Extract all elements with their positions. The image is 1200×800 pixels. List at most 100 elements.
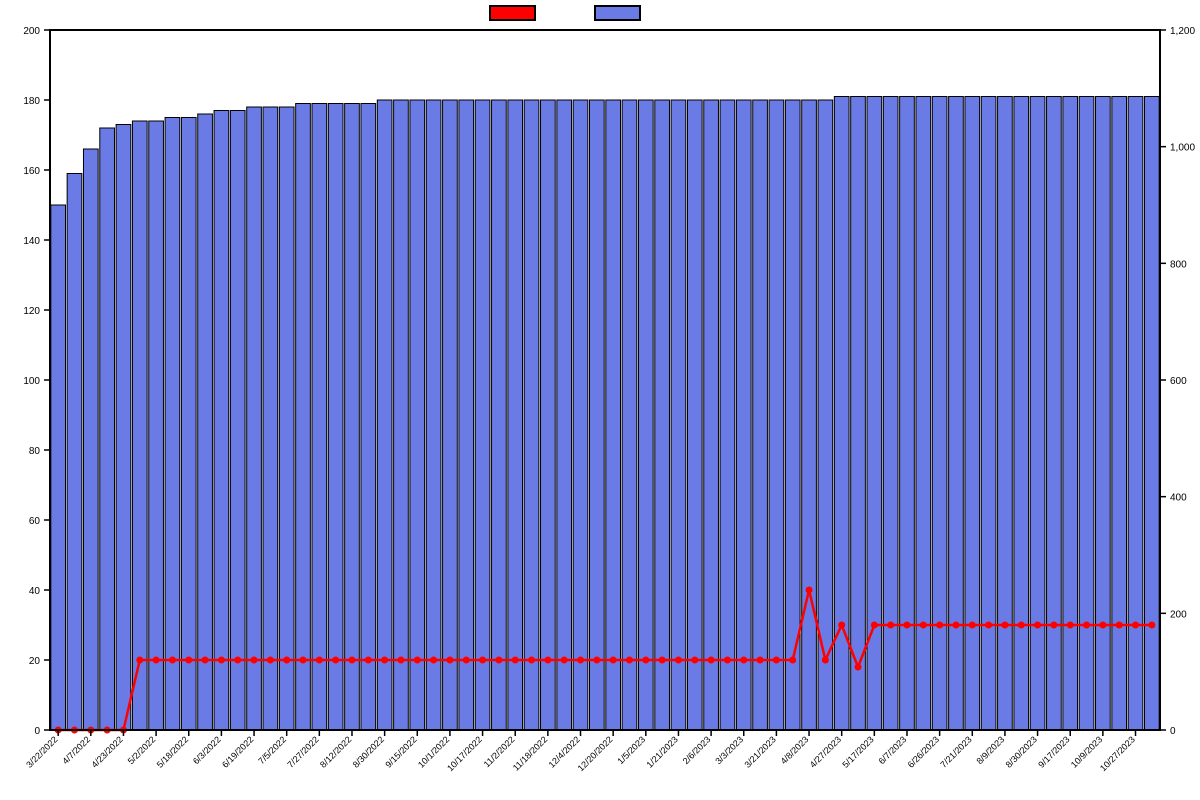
line-marker — [561, 657, 568, 664]
line-marker — [887, 622, 894, 629]
line-marker — [430, 657, 437, 664]
line-marker — [479, 657, 486, 664]
bar — [263, 107, 278, 730]
bar — [687, 100, 702, 730]
line-marker — [724, 657, 731, 664]
right-axis-tick-label: 0 — [1170, 726, 1176, 737]
line-marker — [446, 657, 453, 664]
line-marker — [642, 657, 649, 664]
bar — [1030, 97, 1045, 731]
line-marker — [903, 622, 910, 629]
line-marker — [806, 587, 813, 594]
line-marker — [708, 657, 715, 664]
bar — [524, 100, 539, 730]
bar — [1079, 97, 1094, 731]
left-axis-tick-label: 180 — [23, 96, 40, 107]
bar — [998, 97, 1013, 731]
bar — [377, 100, 392, 730]
legend-swatch — [595, 6, 640, 20]
line-marker — [1050, 622, 1057, 629]
right-axis-tick-label: 200 — [1170, 609, 1187, 620]
bar — [704, 100, 719, 730]
bar — [638, 100, 653, 730]
left-axis-tick-label: 80 — [29, 446, 41, 457]
line-marker — [463, 657, 470, 664]
line-marker — [789, 657, 796, 664]
line-marker — [838, 622, 845, 629]
bar — [394, 100, 409, 730]
line-marker — [740, 657, 747, 664]
bar — [459, 100, 474, 730]
line-marker — [283, 657, 290, 664]
line-marker — [185, 657, 192, 664]
bar — [965, 97, 980, 731]
line-marker — [316, 657, 323, 664]
line-marker — [234, 657, 241, 664]
line-marker — [300, 657, 307, 664]
left-axis-tick-label: 40 — [29, 586, 41, 597]
left-axis-tick-label: 120 — [23, 306, 40, 317]
line-marker — [691, 657, 698, 664]
bar — [736, 100, 751, 730]
bar — [328, 104, 343, 731]
bar — [1096, 97, 1111, 731]
bar — [557, 100, 572, 730]
bar — [198, 114, 213, 730]
line-marker — [855, 664, 862, 671]
line-marker — [169, 657, 176, 664]
bar — [720, 100, 735, 730]
right-axis-tick-label: 1,200 — [1170, 26, 1195, 37]
bar — [606, 100, 621, 730]
bar — [1063, 97, 1078, 731]
line-marker — [153, 657, 160, 664]
bar — [67, 174, 82, 731]
line-marker — [1099, 622, 1106, 629]
bar — [802, 100, 817, 730]
line-marker — [675, 657, 682, 664]
line-marker — [952, 622, 959, 629]
line-marker — [348, 657, 355, 664]
line-marker — [381, 657, 388, 664]
bar — [230, 111, 245, 731]
line-marker — [1148, 622, 1155, 629]
line-marker — [332, 657, 339, 664]
bar — [426, 100, 441, 730]
bar — [851, 97, 866, 731]
bar — [279, 107, 294, 730]
bar — [1014, 97, 1029, 731]
bar — [247, 107, 262, 730]
right-axis-tick-label: 400 — [1170, 493, 1187, 504]
legend-swatch — [490, 6, 535, 20]
bar — [589, 100, 604, 730]
bar — [1112, 97, 1127, 731]
left-axis-tick-label: 100 — [23, 376, 40, 387]
bar — [116, 125, 131, 731]
line-marker — [577, 657, 584, 664]
bar — [573, 100, 588, 730]
line-marker — [414, 657, 421, 664]
left-axis-tick-label: 160 — [23, 166, 40, 177]
bar — [361, 104, 376, 731]
bar — [622, 100, 637, 730]
left-axis-tick-label: 200 — [23, 26, 40, 37]
line-marker — [985, 622, 992, 629]
line-marker — [397, 657, 404, 664]
line-marker — [1083, 622, 1090, 629]
line-marker — [969, 622, 976, 629]
right-axis-tick-label: 600 — [1170, 376, 1187, 387]
bar — [132, 121, 147, 730]
bar — [1144, 97, 1159, 731]
bar — [296, 104, 311, 731]
line-marker — [218, 657, 225, 664]
bar — [492, 100, 507, 730]
chart-container: 0204060801001201401601802000200400600800… — [0, 0, 1200, 800]
line-marker — [610, 657, 617, 664]
line-marker — [936, 622, 943, 629]
bar — [149, 121, 164, 730]
bar — [312, 104, 327, 731]
bar — [410, 100, 425, 730]
left-axis-tick-label: 0 — [34, 726, 40, 737]
left-axis-tick-label: 60 — [29, 516, 41, 527]
line-marker — [593, 657, 600, 664]
bar — [83, 149, 98, 730]
